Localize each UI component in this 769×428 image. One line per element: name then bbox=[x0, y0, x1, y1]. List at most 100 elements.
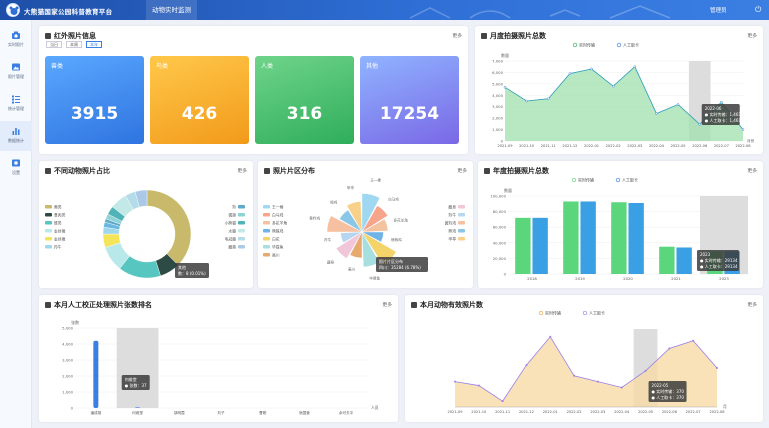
top-header: 大熊猫国家公园科普教育平台 动物实时监测 管理员 ⏻ bbox=[0, 0, 769, 20]
bar bbox=[532, 217, 548, 274]
data-point bbox=[549, 335, 552, 338]
tab-year[interactable]: 本年 bbox=[86, 41, 102, 48]
x-tick-label: 2022-07 bbox=[686, 410, 701, 414]
stat-label: 人类 bbox=[261, 63, 274, 70]
photo-icon bbox=[411, 301, 417, 308]
legend-label: 多花羊角 bbox=[272, 221, 287, 226]
rank-chart: 张数01,0002,0003,0004,0005,000潘成雄 何维堂 邵明霞 刘子曹… bbox=[62, 319, 379, 415]
settings-icon bbox=[12, 159, 20, 167]
legend-label: 兽类 bbox=[54, 205, 62, 210]
app-title: 大熊猫国家公园科普教育平台 bbox=[24, 8, 113, 16]
rose-slice bbox=[340, 231, 363, 244]
sidebar-label: 照片管理 bbox=[8, 74, 24, 79]
tooltip-text: 其他 bbox=[178, 264, 186, 270]
x-tick-label: 2022-04 bbox=[649, 144, 665, 148]
y-tick-label: 3,000 bbox=[492, 104, 503, 109]
user-name[interactable]: 管理员 bbox=[710, 8, 727, 14]
tab-today[interactable]: 当日 bbox=[46, 41, 62, 48]
tooltip-text: ● 人工取卡：1,461 bbox=[705, 117, 742, 123]
legend-label: 黄羚鸡 bbox=[445, 221, 457, 226]
stat-value: 426 bbox=[181, 104, 218, 124]
y-tick-label: 5,000 bbox=[62, 326, 73, 331]
bar-icon bbox=[45, 301, 51, 308]
y-tick-label: 2,000 bbox=[492, 116, 503, 121]
sidebar-item-photos[interactable]: 照片管理 bbox=[0, 57, 32, 87]
legend-marker bbox=[45, 237, 52, 241]
nav-tab-monitor[interactable]: 动物实时监测 bbox=[146, 0, 197, 20]
y-tick-label: 1,000 bbox=[492, 127, 503, 132]
y-tick-label: 7,000 bbox=[492, 59, 503, 64]
x-tick-label: 2021-11 bbox=[541, 144, 556, 148]
y-tick-label: 3,000 bbox=[62, 358, 73, 363]
x-tick-label: 2021-12 bbox=[519, 410, 534, 414]
stat-card-mammal[interactable]: 兽类 3915 bbox=[45, 56, 144, 144]
y-axis-label: 数量 bbox=[501, 52, 509, 58]
power-icon[interactable]: ⏻ bbox=[755, 5, 762, 14]
data-point bbox=[477, 384, 480, 387]
y-tick-label: 100,000 bbox=[490, 194, 506, 199]
legend-marker bbox=[616, 42, 622, 48]
sidebar-label: 实时照片 bbox=[8, 42, 24, 47]
sidebar-item-stats-manage[interactable]: 统计管理 bbox=[0, 89, 32, 119]
legend-label: 毕提鱼 bbox=[272, 245, 284, 250]
legend-label: 羚牛 bbox=[448, 213, 456, 218]
x-tick-label: 2022-06 bbox=[662, 410, 678, 414]
list-icon bbox=[12, 95, 20, 104]
data-point bbox=[596, 380, 599, 383]
bar bbox=[563, 201, 579, 274]
more-link[interactable]: 更多 bbox=[237, 169, 247, 174]
legend-label: 熊蛛鸡 bbox=[272, 229, 284, 234]
x-tick-label: 2022-04 bbox=[614, 410, 630, 414]
stat-card-other[interactable]: 其他 17254 bbox=[360, 56, 459, 144]
sidebar-item-realtime[interactable]: 实时照片 bbox=[0, 25, 32, 55]
rose-slice bbox=[361, 218, 389, 233]
stat-label: 兽类 bbox=[51, 63, 64, 70]
x-tick-label: 2021-11 bbox=[495, 410, 510, 414]
x-tick-label: 刘子 bbox=[217, 410, 225, 415]
tooltip-text: 2023 bbox=[700, 252, 711, 257]
card-title: 月度拍摄照片总数 bbox=[481, 31, 546, 41]
legend-marker bbox=[238, 229, 245, 233]
slice-label: 王一棒 bbox=[370, 177, 381, 182]
more-link[interactable]: 更多 bbox=[747, 34, 757, 39]
stat-card-human[interactable]: 人类 316 bbox=[255, 56, 354, 144]
legend-marker bbox=[263, 205, 270, 209]
data-point bbox=[668, 347, 671, 350]
more-link[interactable]: 更多 bbox=[452, 34, 462, 39]
tooltip-text: 何维堂 bbox=[125, 376, 137, 382]
monthly-card: 月度拍摄照片总数 更多 实时传输 人工取卡 数量 0 1,000 2,000 3,000 4,… bbox=[475, 26, 763, 154]
more-link[interactable]: 更多 bbox=[382, 303, 392, 308]
tab-week[interactable]: 本周 bbox=[66, 41, 82, 48]
sidebar-item-data-stats[interactable]: 数据统计 bbox=[0, 121, 32, 151]
animal-pie-card: 不同动物照片占比 更多 兽类 食肉类 雉类 金丝猴 金丝猴 羚牛羚偶蹄 小熊猫 水鹿 毛冠鹿 藏酋… bbox=[39, 161, 253, 288]
sidebar-item-settings[interactable]: 设置 bbox=[0, 153, 32, 183]
legend-marker bbox=[263, 237, 270, 241]
x-tick-label: 2021-09 bbox=[447, 410, 463, 414]
tooltip-text: ● 人工取卡：370 bbox=[652, 394, 685, 400]
x-tick-label: 2020 bbox=[623, 276, 633, 281]
legend-marker bbox=[45, 229, 52, 233]
tooltip-box bbox=[175, 263, 209, 278]
x-tick-label: 2022-08 bbox=[735, 144, 751, 148]
legend-label: 藏酋 bbox=[228, 245, 236, 250]
tooltip-box bbox=[701, 104, 740, 125]
bar bbox=[515, 217, 531, 274]
data-point bbox=[633, 65, 637, 68]
legend-label: 王一棒 bbox=[272, 205, 284, 210]
card-title: 本月动物有效照片数 bbox=[411, 300, 483, 310]
more-link[interactable]: 更多 bbox=[747, 169, 757, 174]
legend-label: 金丝猴 bbox=[54, 237, 66, 242]
tooltip-box bbox=[121, 375, 150, 390]
tooltip-text: ● 张数：37 bbox=[125, 382, 147, 388]
more-link[interactable]: 更多 bbox=[457, 169, 467, 174]
legend-marker bbox=[458, 237, 465, 241]
stat-card-bird[interactable]: 鸟类 426 bbox=[150, 56, 249, 144]
legend-marker bbox=[571, 177, 577, 183]
more-link[interactable]: 更多 bbox=[747, 303, 757, 308]
legend-marker bbox=[45, 205, 52, 209]
slice-label: 白马鸡 bbox=[388, 197, 399, 202]
legend-marker bbox=[458, 213, 465, 217]
data-point bbox=[620, 386, 623, 389]
